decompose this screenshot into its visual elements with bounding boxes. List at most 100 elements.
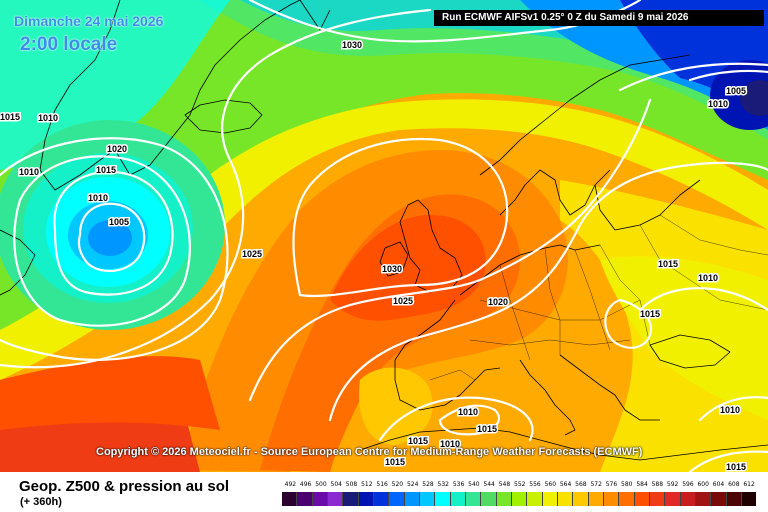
isobar-label: 1010 [458, 407, 478, 417]
isobar-label: 1010 [440, 439, 460, 449]
forecast-date: Dimanche 24 mai 2026 [14, 13, 164, 29]
legend-swatch [481, 492, 497, 506]
legend-swatch [297, 492, 313, 506]
legend-value: 576 [605, 481, 618, 488]
legend-swatches [282, 492, 757, 506]
isobar-med-1015 [378, 396, 534, 442]
z500-low-center [88, 220, 132, 256]
isobar-low-1015 [13, 155, 191, 327]
isobar-1025-atl [0, 8, 432, 369]
legend-swatch [557, 492, 574, 506]
isobar-ne-1005 [688, 69, 768, 82]
isobar-balkan-1015 [604, 298, 653, 349]
z500-polar-core [740, 80, 768, 116]
legend-swatch [619, 492, 635, 506]
copyright-notice: Copyright © 2026 Meteociel.fr - Source E… [96, 446, 643, 458]
legend-swatch [450, 492, 466, 506]
legend-value: 560 [544, 481, 557, 488]
legend-swatch [711, 492, 727, 506]
isobar-label: 1025 [242, 249, 262, 259]
footer-bar: Geop. Z500 & pression au sol (+ 360h) 49… [0, 472, 768, 512]
isobar-label: 1015 [408, 436, 428, 446]
ireland-coast [379, 241, 409, 277]
isobar-label: 1015 [385, 457, 405, 467]
africa-coast [359, 427, 768, 461]
isobar-label: 1020 [107, 144, 127, 154]
z500-med-yellow [359, 367, 433, 445]
legend-swatch [527, 492, 543, 506]
legend-swatch [588, 492, 604, 506]
legend-value: 512 [361, 481, 373, 488]
isobar-label: 1010 [88, 193, 108, 203]
isobar-low-1005 [77, 202, 146, 273]
legend-value: 552 [514, 481, 526, 488]
isobars [0, 0, 768, 472]
legend-value: 508 [345, 481, 358, 488]
legend-swatch [465, 492, 482, 506]
isobar-labels: 1030 1005 1010 1015 1010 1020 1015 1010 … [0, 39, 748, 473]
forecast-map: 1030 1005 1010 1015 1010 1020 1015 1010 … [0, 0, 768, 472]
isobar-label: 1030 [382, 264, 402, 274]
legend-swatch [343, 492, 359, 506]
z500-ridge-core [330, 215, 486, 321]
legend-swatch [726, 492, 742, 506]
legend-labels: 492 496 500 504 508 512 516 520 524 528 532 536 540 5… [282, 481, 756, 491]
z500-southwest [0, 356, 220, 430]
legend-swatch [358, 492, 374, 506]
legend-value: 556 [529, 481, 541, 488]
legend-swatch [511, 492, 528, 506]
run-info-banner: Run ECMWF AIFSv1 0.25° 0 Z du Samedi 9 m… [434, 10, 764, 26]
legend-value: 568 [575, 481, 587, 488]
legend-value: 600 [697, 481, 709, 488]
legend-swatch [373, 492, 390, 506]
legend-swatch [419, 492, 436, 506]
isobar-se-1010 [698, 396, 768, 422]
italy-coast [519, 359, 576, 436]
isobar-label: 1010 [698, 273, 718, 283]
legend-value: 564 [559, 481, 572, 488]
isobar-label: 1015 [726, 462, 746, 472]
legend-value: 520 [391, 481, 404, 488]
isobar-label: 1015 [0, 112, 20, 122]
legend-value: 580 [621, 481, 633, 488]
legend-value: 504 [330, 481, 342, 488]
isobar-1025-bay [248, 98, 652, 402]
legend-value: 524 [406, 481, 419, 488]
isobar-label: 1005 [726, 86, 746, 96]
black-sea [649, 334, 731, 369]
legend-swatch [695, 492, 712, 506]
isobar-label: 1015 [640, 309, 660, 319]
isobar-ne-1010 [618, 62, 768, 92]
legend-swatch [573, 492, 589, 506]
isobar-label: 1015 [477, 424, 497, 434]
parameter-title: Geop. Z500 & pression au sol [19, 478, 230, 495]
isobar-1020-fr [328, 161, 768, 422]
legend-value: 612 [743, 481, 755, 488]
legend-value: 572 [590, 481, 602, 488]
greenland-coast [39, 0, 301, 191]
isobar-label: 1025 [393, 296, 413, 306]
legend-value: 588 [651, 481, 664, 488]
balkan-coast [559, 354, 660, 421]
borders [429, 214, 768, 381]
coastlines [0, 0, 768, 461]
legend-value: 592 [666, 481, 679, 488]
isobar-label: 1010 [708, 99, 728, 109]
legend-value: 544 [483, 481, 495, 488]
legend-value: 516 [376, 481, 388, 488]
legend-swatch [741, 492, 757, 506]
isobar-1030-uk [292, 138, 509, 298]
isobar-label: 1010 [720, 405, 740, 415]
legend-swatch [327, 492, 344, 506]
legend-value: 608 [728, 481, 740, 488]
legend-value: 536 [452, 481, 465, 488]
legend-value: 596 [682, 481, 694, 488]
legend-swatch [649, 492, 666, 506]
isobar-label: 1010 [38, 113, 58, 123]
norway-coast [479, 54, 691, 176]
isobar-low-1010 [53, 170, 174, 296]
legend-swatch [603, 492, 620, 506]
legend-value: 532 [437, 481, 449, 488]
legend-swatch [542, 492, 558, 506]
legend-swatch [404, 492, 420, 506]
